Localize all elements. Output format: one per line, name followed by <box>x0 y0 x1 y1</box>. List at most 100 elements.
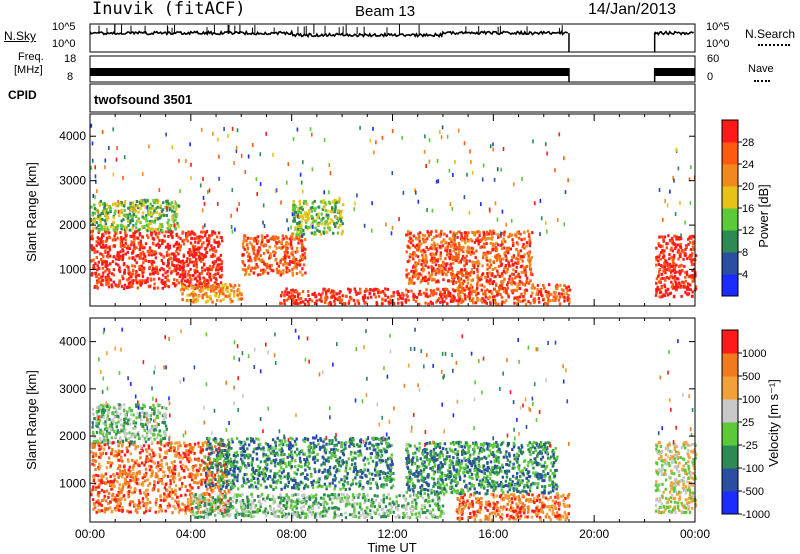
data-cell <box>98 462 101 466</box>
data-cell <box>673 234 676 238</box>
data-cell <box>684 252 687 255</box>
data-cell <box>182 455 186 459</box>
data-cell <box>186 468 190 471</box>
data-cell <box>469 299 472 303</box>
data-cell <box>225 481 228 485</box>
data-cell <box>332 231 335 235</box>
data-cell <box>262 271 265 275</box>
data-cell <box>295 264 298 268</box>
data-cell <box>175 250 178 253</box>
data-cell <box>492 147 494 152</box>
data-cell <box>673 294 676 298</box>
data-cell <box>114 257 118 261</box>
data-cell <box>260 258 263 262</box>
y-tick-label: 4000 <box>59 129 86 143</box>
data-cell <box>205 250 208 254</box>
data-cell <box>216 459 219 463</box>
data-cell <box>458 297 461 301</box>
data-cell <box>198 467 201 471</box>
data-cell <box>132 224 135 228</box>
data-cell <box>111 498 114 501</box>
data-cell <box>105 433 108 437</box>
data-cell <box>201 468 205 472</box>
data-cell <box>303 302 307 306</box>
data-cell <box>444 248 447 252</box>
data-cell <box>446 279 450 283</box>
data-cell <box>684 290 687 294</box>
data-cell <box>103 443 106 447</box>
data-cell <box>515 235 518 239</box>
data-cell <box>135 471 139 475</box>
data-cell <box>164 474 167 477</box>
data-cell <box>161 465 164 469</box>
data-cell <box>504 254 507 258</box>
data-cell <box>392 291 396 295</box>
data-cell <box>189 447 192 451</box>
data-cell <box>680 263 683 267</box>
data-cell <box>461 273 464 277</box>
data-cell <box>499 293 502 297</box>
data-cell <box>335 292 339 296</box>
data-cell <box>438 266 442 270</box>
data-cell <box>131 226 134 230</box>
scatter-region <box>179 282 244 304</box>
data-cell <box>104 452 108 456</box>
data-cell <box>167 247 170 251</box>
data-cell <box>98 406 101 410</box>
data-cell <box>125 227 128 231</box>
data-cell <box>426 230 429 234</box>
data-cell <box>539 290 543 294</box>
data-cell <box>295 272 299 275</box>
data-cell <box>477 242 480 246</box>
data-cell <box>256 273 260 277</box>
data-cell <box>293 219 296 223</box>
data-cell <box>164 276 167 279</box>
data-cell <box>105 477 109 481</box>
data-cell <box>485 242 488 246</box>
data-cell <box>182 288 186 292</box>
data-cell <box>168 485 171 489</box>
data-cell <box>91 425 94 429</box>
data-cell <box>480 288 483 292</box>
data-cell <box>212 274 216 278</box>
data-cell <box>502 257 505 261</box>
data-cell <box>275 458 278 462</box>
data-cell <box>246 236 250 240</box>
data-cell <box>135 403 138 407</box>
data-cell <box>265 131 267 136</box>
data-cell <box>138 462 141 466</box>
data-cell <box>655 263 658 267</box>
data-cell <box>313 232 316 236</box>
data-cell <box>190 472 194 476</box>
data-cell <box>307 208 311 212</box>
data-cell <box>292 258 295 261</box>
data-cell <box>130 218 134 222</box>
data-cell <box>484 238 487 242</box>
data-cell <box>406 230 410 234</box>
data-cell <box>689 235 692 239</box>
data-cell <box>118 452 121 456</box>
data-cell <box>114 408 118 412</box>
data-cell <box>354 201 356 206</box>
data-cell <box>295 236 298 240</box>
data-cell <box>517 250 520 254</box>
data-cell <box>138 464 141 468</box>
data-cell <box>448 237 451 241</box>
data-cell <box>655 258 658 262</box>
data-cell <box>243 234 246 238</box>
data-cell <box>104 269 107 273</box>
data-cell <box>168 466 171 470</box>
data-cell <box>416 245 419 249</box>
data-cell <box>158 244 162 248</box>
data-cell <box>112 280 115 284</box>
data-cell <box>127 265 130 269</box>
data-cell <box>95 179 97 184</box>
data-cell <box>144 479 147 483</box>
data-cell <box>164 456 167 459</box>
data-cell <box>298 224 301 228</box>
data-cell <box>105 208 108 212</box>
data-cell <box>172 464 175 467</box>
data-cell <box>93 476 96 479</box>
data-cell <box>452 245 455 249</box>
data-cell <box>673 271 676 275</box>
